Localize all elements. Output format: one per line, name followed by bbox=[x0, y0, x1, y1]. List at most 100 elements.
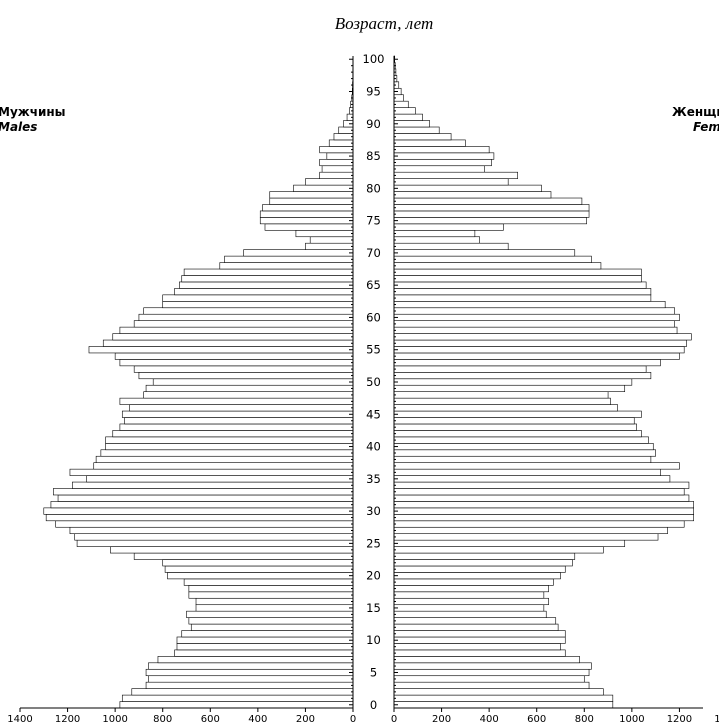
male-bar-age-24 bbox=[110, 546, 354, 554]
age-tick-label-35: 35 bbox=[366, 472, 381, 486]
male-bar-age-30 bbox=[43, 507, 354, 515]
female-bar-age-63 bbox=[393, 294, 652, 302]
female-bar-age-50 bbox=[393, 378, 633, 386]
male-bar-age-65 bbox=[179, 281, 354, 289]
male-bar-age-77 bbox=[262, 204, 354, 212]
male-bar-age-70 bbox=[243, 249, 354, 257]
male-bar-age-21 bbox=[164, 565, 354, 573]
female-bar-age-34 bbox=[393, 481, 690, 489]
male-bar-age-27 bbox=[69, 526, 354, 535]
female-bar-age-70 bbox=[393, 249, 576, 257]
age-tick-label-25: 25 bbox=[366, 536, 381, 550]
male-bar-age-72 bbox=[309, 236, 354, 244]
female-bar-age-58 bbox=[393, 326, 678, 334]
female-bar-age-74 bbox=[393, 223, 504, 231]
age-ticks: 0 5 10 15 20 25 30 35 40 45 50 55 60 65 70 75 80 85 90 95 10… bbox=[349, 52, 398, 712]
male-bar-age-25 bbox=[76, 539, 354, 547]
female-bar-age-4 bbox=[393, 675, 585, 683]
female-bar-age-73 bbox=[393, 229, 476, 238]
male-bar-age-87 bbox=[328, 139, 354, 147]
male-bar-age-32 bbox=[57, 494, 354, 502]
female-bar-age-67 bbox=[393, 268, 642, 276]
male-bar-age-56 bbox=[102, 339, 354, 347]
female-bar-age-35 bbox=[393, 475, 671, 483]
female-bar-age-92 bbox=[393, 107, 416, 115]
male-bar-age-68 bbox=[219, 262, 354, 270]
female-bar-age-57 bbox=[393, 333, 692, 341]
male-x-tick-label-1200: 1200 bbox=[55, 714, 80, 725]
female-bar-age-47 bbox=[393, 397, 611, 405]
male-bar-age-48 bbox=[143, 391, 354, 399]
male-bar-age-71 bbox=[305, 242, 354, 250]
female-bar-age-51 bbox=[393, 372, 652, 380]
female-bar-age-75 bbox=[393, 217, 587, 225]
male-bar-age-43 bbox=[119, 423, 354, 431]
male-bar-age-66 bbox=[181, 275, 354, 283]
male-bar-age-44 bbox=[124, 417, 354, 425]
male-bar-age-89 bbox=[338, 126, 354, 134]
male-bar-age-33 bbox=[52, 488, 354, 496]
male-bar-age-15 bbox=[195, 604, 354, 612]
female-bar-age-77 bbox=[393, 204, 590, 212]
age-tick-label-5: 5 bbox=[370, 665, 377, 679]
female-x-tick-label-800: 800 bbox=[575, 714, 594, 725]
male-x-tick-label-200: 200 bbox=[296, 714, 315, 725]
female-bar-age-48 bbox=[393, 391, 609, 399]
male-bar-age-29 bbox=[45, 514, 354, 522]
female-bar-age-78 bbox=[393, 197, 583, 205]
male-bar-age-52 bbox=[133, 365, 354, 373]
age-tick-label-20: 20 bbox=[366, 569, 381, 583]
legend-male-label: Мужчины bbox=[0, 105, 66, 119]
age-tick-label-60: 60 bbox=[366, 310, 381, 324]
female-bar-age-66 bbox=[393, 275, 642, 283]
male-bar-age-13 bbox=[188, 617, 354, 625]
female-bar-age-32 bbox=[393, 494, 690, 502]
female-bar-age-53 bbox=[393, 359, 661, 367]
male-bar-age-49 bbox=[145, 384, 354, 392]
female-x-tick-label-600: 600 bbox=[527, 714, 546, 725]
chart-title: Возраст, лет bbox=[335, 14, 433, 33]
female-bar-age-71 bbox=[393, 242, 509, 250]
male-bar-age-78 bbox=[269, 197, 354, 205]
male-bar-age-76 bbox=[259, 210, 354, 218]
female-bar-age-23 bbox=[393, 552, 576, 560]
male-bar-age-14 bbox=[186, 610, 354, 618]
female-bar-age-93 bbox=[393, 100, 409, 108]
male-bar-age-1 bbox=[121, 694, 354, 702]
female-bar-age-7 bbox=[393, 656, 580, 664]
male-bar-age-59 bbox=[133, 320, 354, 328]
female-bar-age-39 bbox=[393, 449, 656, 457]
male-x-tick-label-0: 0 bbox=[350, 714, 356, 725]
female-bar-age-44 bbox=[393, 417, 635, 425]
female-bar-age-76 bbox=[393, 210, 590, 218]
female-bar-age-5 bbox=[393, 668, 590, 677]
male-bar-age-3 bbox=[145, 681, 354, 689]
male-bar-age-53 bbox=[119, 359, 354, 367]
male-x-tick-label-1000: 1000 bbox=[102, 714, 127, 725]
female-bar-age-82 bbox=[393, 171, 518, 179]
legend-female-label-en: Females bbox=[693, 120, 719, 134]
female-x-tick-label-1200: 1200 bbox=[667, 714, 692, 725]
male-bar-age-63 bbox=[162, 294, 354, 302]
female-bar-age-90 bbox=[393, 120, 430, 128]
age-tick-label-70: 70 bbox=[366, 246, 381, 260]
male-bar-age-36 bbox=[69, 468, 354, 476]
female-bar-age-45 bbox=[393, 410, 642, 418]
female-bar-age-43 bbox=[393, 423, 637, 431]
male-bar-age-12 bbox=[190, 623, 354, 631]
male-bar-age-40 bbox=[105, 443, 354, 451]
female-bar-age-80 bbox=[393, 184, 542, 192]
age-tick-label-80: 80 bbox=[366, 181, 381, 195]
female-bar-age-81 bbox=[393, 178, 509, 186]
female-bar-age-31 bbox=[393, 501, 695, 509]
male-bar-age-46 bbox=[129, 404, 354, 412]
female-bar-age-46 bbox=[393, 404, 618, 412]
male-bar-age-26 bbox=[74, 533, 354, 541]
female-bar-age-36 bbox=[393, 468, 661, 476]
legend-male-label-en: Males bbox=[0, 120, 37, 134]
female-bar-age-16 bbox=[393, 597, 549, 606]
female-bar-age-38 bbox=[393, 455, 652, 463]
female-bar-age-41 bbox=[393, 436, 649, 444]
female-bar-age-91 bbox=[393, 113, 423, 121]
